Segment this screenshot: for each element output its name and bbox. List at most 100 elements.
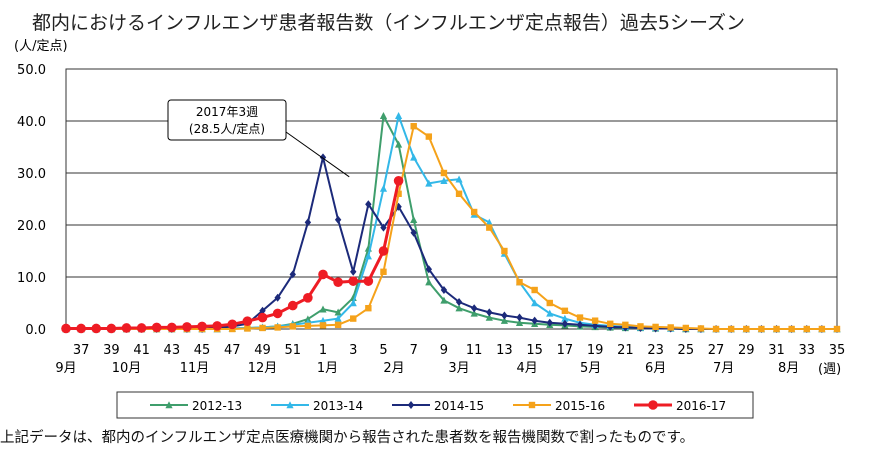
data-point xyxy=(773,325,780,333)
data-point xyxy=(319,305,327,313)
data-point xyxy=(304,315,312,323)
series-2015-16 xyxy=(62,123,841,333)
chart-title: 都内におけるインフルエンザ患者報告数（インフルエンザ定点報告）過去5シーズン xyxy=(32,12,746,34)
data-point xyxy=(682,324,690,332)
legend-item-2014-15: 2014-15 xyxy=(392,399,484,413)
annotation-pointer xyxy=(285,131,350,178)
data-point xyxy=(378,246,389,256)
data-point xyxy=(667,324,674,331)
data-point xyxy=(365,200,372,209)
annotation-value: (28.5人/定点) xyxy=(189,121,265,136)
data-point xyxy=(652,323,659,331)
data-point xyxy=(440,296,448,304)
data-point xyxy=(259,324,266,332)
y-tick-label: 40.0 xyxy=(17,115,46,130)
plot-area-frame xyxy=(65,68,838,330)
data-point xyxy=(303,293,313,303)
x-tick-label: 45 xyxy=(194,343,211,358)
x-tick-label: 9 xyxy=(440,343,448,358)
data-point xyxy=(637,323,644,330)
legend: 2012-13 2013-14 2014-15 2015-16 2016-17 xyxy=(116,391,754,419)
x-tick-label: 49 xyxy=(254,343,271,358)
data-point xyxy=(470,208,478,216)
data-point xyxy=(304,322,312,330)
x-tick-label: 15 xyxy=(526,343,543,358)
series-line xyxy=(66,125,837,330)
x-month-label: 2月 xyxy=(383,361,404,376)
data-point xyxy=(455,190,463,197)
data-point xyxy=(289,323,296,330)
x-axis-label: (週) xyxy=(818,362,841,377)
data-point xyxy=(425,133,433,140)
data-point xyxy=(788,325,795,333)
data-point xyxy=(531,316,538,325)
data-point xyxy=(165,401,173,409)
data-point xyxy=(151,322,162,333)
x-tick-label: 23 xyxy=(647,343,664,358)
data-point xyxy=(528,401,536,409)
data-point xyxy=(485,313,493,321)
data-point xyxy=(350,315,357,322)
data-point xyxy=(818,325,826,333)
data-point xyxy=(607,320,614,327)
data-point xyxy=(455,175,463,183)
data-point xyxy=(648,400,658,410)
data-point xyxy=(106,323,117,334)
y-tick-labels: 0.0 10.0 20.0 30.0 40.0 50.0 xyxy=(17,63,46,338)
x-tick-label: 37 xyxy=(73,343,90,358)
data-point xyxy=(304,218,312,227)
data-point xyxy=(425,278,433,286)
data-point xyxy=(274,324,281,331)
data-point xyxy=(393,176,404,186)
data-point xyxy=(364,252,372,260)
data-point xyxy=(259,306,266,315)
data-point xyxy=(425,265,433,274)
data-point xyxy=(227,319,238,330)
data-point xyxy=(272,308,283,319)
data-point xyxy=(440,169,448,177)
x-month-label: 12月 xyxy=(248,361,278,376)
data-point xyxy=(576,320,584,329)
x-month-label: 1月 xyxy=(317,361,338,376)
data-point xyxy=(470,309,478,317)
data-point xyxy=(380,223,387,232)
data-point xyxy=(212,321,222,331)
y-tick-label: 10.0 xyxy=(17,271,46,286)
x-month-label: 5月 xyxy=(580,361,601,376)
data-point xyxy=(365,305,372,312)
data-point xyxy=(485,218,493,226)
y-tick-label: 20.0 xyxy=(17,219,46,234)
x-month-label: 7月 xyxy=(713,361,734,376)
x-month-label: 6月 xyxy=(645,361,666,376)
data-point xyxy=(167,322,177,333)
data-point xyxy=(318,269,328,280)
annotation-week: 2017年3週 xyxy=(196,105,258,119)
annotation: 2017年3週 (28.5人/定点) xyxy=(167,99,350,178)
x-tick-label: 1 xyxy=(319,343,327,358)
data-point xyxy=(289,270,296,279)
data-point xyxy=(379,112,388,119)
legend-label: 2015-16 xyxy=(555,399,605,413)
data-point xyxy=(425,179,433,187)
x-month-label: 11月 xyxy=(180,361,210,376)
data-point xyxy=(743,325,750,333)
x-tick-label: 21 xyxy=(617,343,634,358)
data-point xyxy=(348,276,359,286)
series-2013-14 xyxy=(62,112,841,333)
data-point xyxy=(455,304,463,312)
x-tick-label: 11 xyxy=(466,343,483,358)
data-point xyxy=(455,297,463,306)
data-point xyxy=(486,224,493,231)
legend-item-2015-16: 2015-16 xyxy=(513,399,605,413)
data-point xyxy=(515,318,524,326)
x-tick-label: 31 xyxy=(768,343,785,358)
x-month-labels: 9月 10月 11月 12月 1月 2月 3月 4月 5月 6月 7月 8月 xyxy=(55,361,799,376)
data-point xyxy=(410,153,418,161)
data-point xyxy=(591,317,599,324)
data-point xyxy=(334,321,342,329)
y-tick-label: 30.0 xyxy=(17,167,46,182)
legend-label: 2016-17 xyxy=(676,399,726,413)
data-point xyxy=(379,184,388,192)
